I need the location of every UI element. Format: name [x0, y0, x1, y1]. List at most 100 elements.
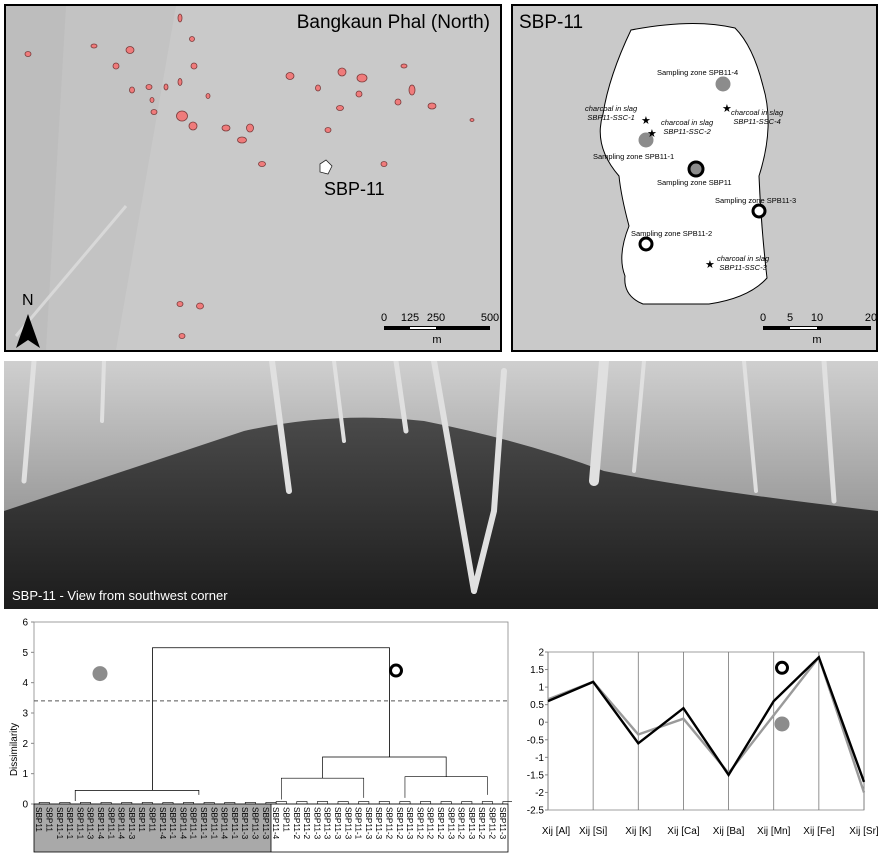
- category-label: Xij [Al]: [542, 826, 571, 837]
- leaf-label: SBP11-3: [251, 807, 260, 840]
- leaf-label: SBP11-2: [426, 807, 435, 840]
- zone-label: Sampling zone SPB11-3: [715, 196, 797, 205]
- y-tick-label: 1.5: [530, 665, 544, 676]
- star-icon: ★: [705, 258, 715, 271]
- y-tick-label: -2.5: [527, 806, 545, 817]
- site-map: ★ ★ ★ ★ SBP-11 Sampling zone SPB11-4 Sam…: [511, 4, 878, 352]
- leaf-label: SBP11: [148, 807, 157, 832]
- leaf-label: SBP11-3: [364, 807, 373, 840]
- leaf-label: SBP11-1: [209, 807, 218, 840]
- dendrogram-link: [399, 801, 411, 804]
- leaf-label: SBP11-1: [230, 807, 239, 840]
- terrain-shade: [46, 6, 176, 350]
- y-tick-label: -1: [535, 753, 544, 764]
- category-label: Xij [Mn]: [757, 826, 791, 837]
- dendrogram-link: [74, 790, 200, 801]
- slag-heap: [469, 118, 475, 122]
- zone-marker-ring: [751, 203, 767, 219]
- y-tick-label: 1: [22, 769, 28, 780]
- dendrogram-link: [59, 802, 71, 804]
- slag-heap: [176, 301, 184, 307]
- y-tick-label: 2: [22, 739, 28, 750]
- overview-map: Bangkaun Phal (North) SBP-11 N 0 125 250…: [4, 4, 502, 352]
- overview-map-canvas: [6, 6, 490, 350]
- dendrogram-link: [440, 801, 452, 804]
- slag-heap: [427, 102, 437, 110]
- dendrogram-link: [481, 801, 493, 804]
- slag-heap: [177, 78, 183, 86]
- y-tick-label: 3: [22, 709, 28, 720]
- charcoal-label-line: charcoal in slag: [661, 118, 714, 127]
- site-sbp11-marker: [319, 159, 333, 175]
- site-map-canvas: ★ ★ ★ ★: [599, 22, 871, 330]
- slag-heap: [90, 43, 98, 49]
- dendrogram-link: [141, 802, 153, 804]
- zone-label: Sampling zone SPB11-4: [657, 68, 739, 77]
- tree-trunks: [21, 361, 837, 594]
- charcoal-label-id: SBP11-SSC-1: [587, 113, 635, 122]
- y-tick-label: -1.5: [527, 770, 545, 781]
- dendrogram-link: [183, 802, 195, 804]
- slag-heap-features: [24, 13, 475, 339]
- charcoal-label-id: SBP11-SSC-4: [733, 117, 781, 126]
- leaf-label: SBP11-2: [415, 807, 424, 840]
- dendrogram-link: [404, 776, 488, 798]
- dendrogram-link: [244, 802, 256, 804]
- y-tick-label: 0.5: [530, 700, 544, 711]
- category-label: Xij [Si]: [579, 826, 608, 837]
- site-scale: 0 5 10 20 m: [513, 312, 876, 350]
- charcoal-label: charcoal in slag SBP11-SSC-1: [585, 104, 637, 122]
- charcoal-label: charcoal in slag SBP11-SSC-4: [731, 108, 783, 126]
- slag-heap: [189, 36, 195, 42]
- photo-caption: SBP-11 - View from southwest corner: [12, 588, 228, 603]
- dendrogram-link: [203, 802, 215, 804]
- category-label: Xij [Fe]: [803, 826, 834, 837]
- y-tick-label: -0.5: [527, 735, 545, 746]
- slag-heap: [150, 109, 158, 115]
- dendrogram-chart: 0 1 2 3 4 5 6 SBP11 SBP11 SBP11-1 SBP11-1 SBP11-1 SB…: [0, 614, 512, 854]
- charcoal-label: charcoal in slag SBP11-SSC-3: [717, 254, 769, 272]
- star-icon: ★: [722, 102, 732, 115]
- scale-label: 5: [786, 312, 794, 324]
- leaf-label: SBP11-4: [117, 807, 126, 840]
- north-arrow-icon: [16, 314, 40, 348]
- leaf-label: SBP11-3: [405, 807, 414, 840]
- series-line: [547, 655, 866, 783]
- leaf-label: SBP11-3: [446, 807, 455, 840]
- charcoal-label-line: charcoal in slag: [731, 108, 784, 117]
- dendrogram-link: [461, 801, 473, 804]
- slag-heap: [177, 13, 183, 23]
- y-tick-label: 1: [538, 683, 544, 694]
- scale-label: 500: [480, 312, 500, 324]
- leaf-label: SBP11-1: [168, 807, 177, 840]
- leaf-label: SBP11-2: [395, 807, 404, 840]
- parallel-coordinates-chart: 2 1.5 1 0.5 0 -0.5 -1 -1.5 -2 -2.5 Xij [Al] Xij [Si…: [512, 614, 882, 854]
- plot-frame: [547, 651, 865, 811]
- y-tick-label: 0: [22, 800, 28, 811]
- leaf-label: SBP11-3: [261, 807, 270, 840]
- dendrogram-ylabel: Dissimilarity: [9, 722, 21, 777]
- y-tick-label: 2: [538, 648, 544, 659]
- overview-map-title: Bangkaun Phal (North): [296, 12, 490, 33]
- slag-heap: [129, 86, 135, 94]
- leaf-label: SBP11-3: [333, 807, 342, 840]
- leaf-label: SBP11-2: [385, 807, 394, 840]
- leaf-label: SBP11-2: [292, 807, 301, 840]
- charcoal-label-line: charcoal in slag: [585, 104, 638, 113]
- leaf-label: SBP11-4: [271, 807, 280, 840]
- terrain-ridge: [14, 205, 128, 337]
- slag-heap: [324, 127, 332, 133]
- dendrogram-link: [162, 802, 174, 804]
- dendrogram-link: [38, 802, 50, 804]
- leaf-label: SBP11: [44, 807, 53, 832]
- leaf-label: SBP11-2: [302, 807, 311, 840]
- leaf-label: SBP11-1: [106, 807, 115, 840]
- y-tick-label: 6: [22, 618, 28, 629]
- star-icon: ★: [641, 114, 651, 127]
- leaf-label: SBP11: [281, 807, 290, 832]
- zone-label: Sampling zone SPB11-1: [593, 152, 675, 161]
- slag-heap: [145, 84, 153, 90]
- star-icon: ★: [647, 127, 657, 140]
- leaf-label: SBP11-3: [240, 807, 249, 840]
